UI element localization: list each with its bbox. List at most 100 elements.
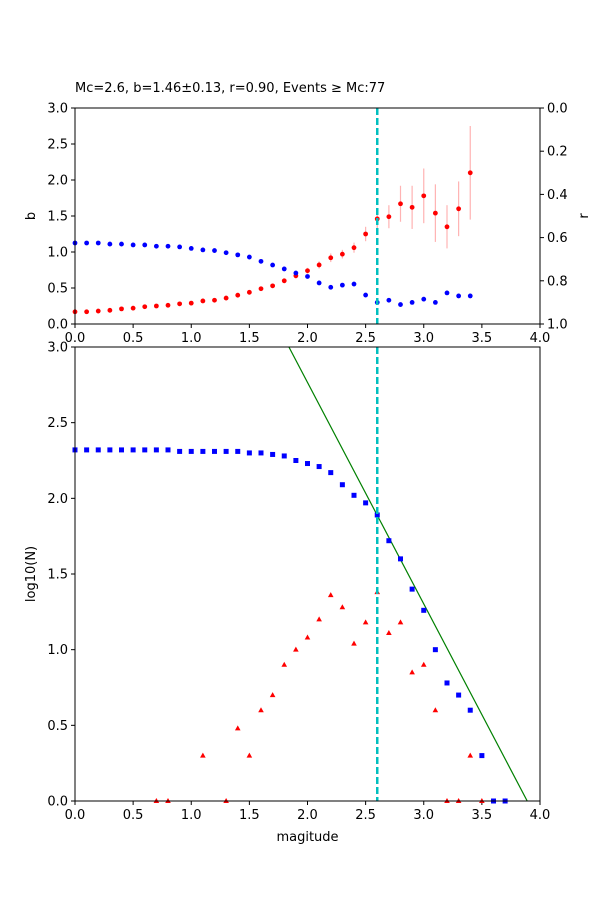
point [363, 292, 369, 298]
point [293, 458, 299, 463]
y2-tick-label: 1.0 [547, 318, 568, 333]
point [386, 297, 392, 303]
point [107, 241, 113, 247]
x-tick-label: 3.0 [413, 331, 434, 346]
point [188, 300, 194, 306]
point [351, 245, 357, 251]
y2-tick-label: 0.0 [547, 102, 568, 117]
point [246, 752, 253, 758]
y-tick-label: 1.0 [47, 246, 68, 261]
x-tick-label: 0.0 [65, 331, 86, 346]
y-tick-label: 1.5 [47, 568, 68, 583]
point [339, 251, 345, 257]
point [119, 306, 124, 312]
point [270, 262, 276, 268]
point [234, 725, 241, 731]
point [351, 492, 357, 498]
point [177, 301, 183, 307]
y2-tick-label: 0.8 [547, 274, 568, 289]
point [409, 300, 415, 305]
point [188, 246, 194, 251]
point [177, 448, 183, 454]
y-tick-label: 1.5 [47, 210, 68, 225]
y-tick-label: 3.0 [47, 102, 68, 117]
y-tick-label: 1.0 [47, 643, 68, 658]
x-tick-label: 0.5 [123, 808, 144, 823]
point [398, 302, 403, 307]
y-tick-label: 0.0 [47, 795, 68, 810]
x-tick-label: 1.0 [181, 808, 202, 823]
y2-tick-label: 0.4 [547, 188, 568, 203]
point [258, 286, 264, 292]
point [281, 278, 287, 284]
point [200, 298, 206, 304]
point [432, 300, 438, 305]
fit-line [288, 347, 528, 801]
point [467, 293, 473, 299]
point [119, 447, 124, 453]
x-tick-label: 4.0 [530, 808, 551, 823]
point [397, 619, 404, 625]
point [235, 292, 241, 298]
point [305, 461, 310, 467]
point [84, 447, 90, 453]
x-tick-label: 2.0 [297, 808, 318, 823]
point [409, 586, 415, 592]
point [374, 512, 380, 518]
point [258, 450, 264, 456]
y-tick-label: 0.0 [47, 318, 68, 333]
point [363, 231, 369, 237]
point [130, 242, 136, 248]
x-tick-label: 0.5 [123, 331, 144, 346]
x-tick-label: 2.0 [297, 331, 318, 346]
x-tick-label: 1.5 [239, 808, 260, 823]
point [421, 193, 427, 199]
point [269, 692, 276, 698]
point [305, 268, 310, 274]
point [153, 447, 159, 453]
point [281, 661, 288, 667]
point [339, 482, 345, 488]
point [305, 274, 310, 279]
x-tick-label: 1.0 [181, 331, 202, 346]
point [456, 692, 462, 698]
point [432, 647, 438, 653]
x-tick-label: 3.0 [413, 808, 434, 823]
point [467, 752, 474, 758]
point [212, 297, 217, 303]
point [327, 592, 334, 598]
point [235, 448, 241, 454]
point [165, 243, 171, 249]
point [293, 270, 299, 276]
point [316, 262, 322, 268]
axes-frame [74, 107, 541, 325]
point [246, 254, 252, 260]
point [328, 255, 334, 261]
point [95, 447, 101, 453]
point [212, 248, 217, 253]
point [130, 447, 136, 453]
point [153, 243, 159, 249]
point [177, 244, 183, 250]
point [223, 448, 229, 454]
y-tick-label: 2.0 [47, 174, 68, 189]
point [293, 646, 299, 652]
point [409, 669, 415, 675]
point [258, 707, 264, 713]
point [456, 206, 462, 212]
point [339, 282, 345, 288]
point [235, 252, 241, 258]
point [119, 241, 124, 247]
point [142, 447, 148, 453]
point [130, 305, 136, 311]
point [316, 280, 322, 286]
point [95, 308, 101, 314]
point [420, 661, 427, 667]
point [188, 448, 194, 454]
point [142, 304, 148, 310]
point [456, 293, 462, 299]
point [351, 281, 357, 287]
point [165, 447, 171, 453]
y-tick-label: 0.5 [47, 719, 68, 734]
